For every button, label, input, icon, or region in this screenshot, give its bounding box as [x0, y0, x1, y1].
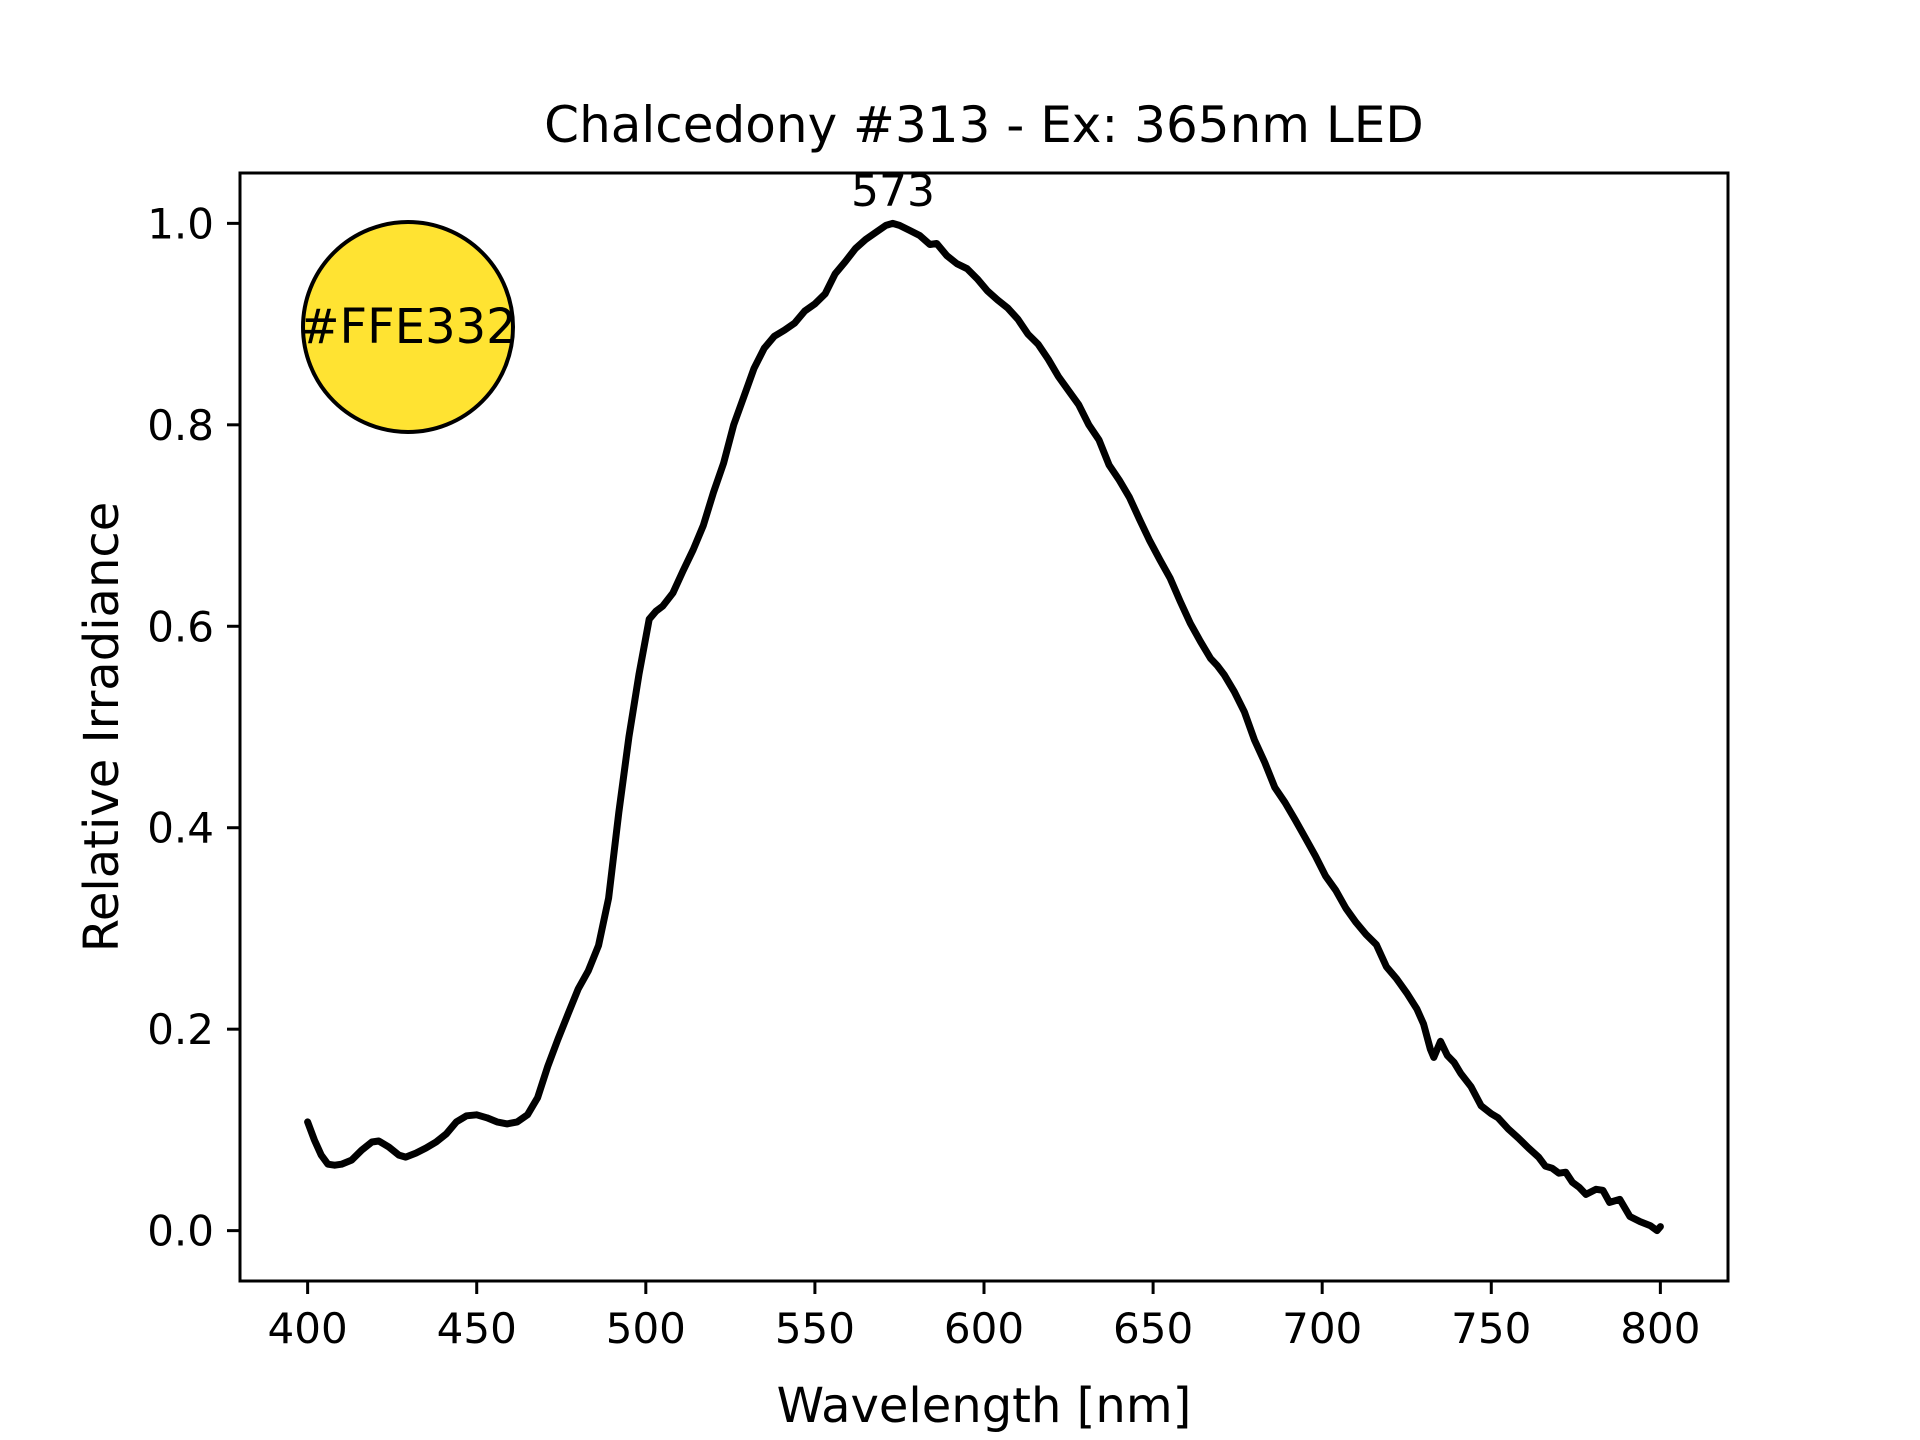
- x-tick-label: 600: [944, 1304, 1024, 1353]
- x-tick-label: 700: [1282, 1304, 1362, 1353]
- x-tick-label: 450: [437, 1304, 517, 1353]
- y-tick-label: 0.2: [147, 1005, 214, 1054]
- x-tick-label: 400: [268, 1304, 348, 1353]
- y-tick-label: 0.0: [147, 1207, 214, 1256]
- x-tick-label: 550: [775, 1304, 855, 1353]
- x-tick-label: 800: [1620, 1304, 1700, 1353]
- x-axis-label: Wavelength [nm]: [776, 1378, 1192, 1434]
- spectrum-curve: [304, 219, 1664, 1235]
- peak-annotation: 573: [851, 166, 935, 217]
- y-axis-label: Relative Irradiance: [74, 501, 130, 953]
- x-tick-label: 500: [606, 1304, 686, 1353]
- x-tick-label: 650: [1113, 1304, 1193, 1353]
- y-tick-label: 1.0: [147, 199, 214, 248]
- color-swatch-circle: #FFE332: [299, 220, 517, 434]
- color-swatch-label: #FFE332: [299, 299, 517, 355]
- y-tick-label: 0.4: [147, 804, 214, 853]
- x-tick-label: 750: [1451, 1304, 1531, 1353]
- chart-title: Chalcedony #313 - Ex: 365nm LED: [544, 96, 1424, 154]
- y-tick-label: 0.6: [147, 602, 214, 651]
- y-tick-label: 0.8: [147, 401, 214, 450]
